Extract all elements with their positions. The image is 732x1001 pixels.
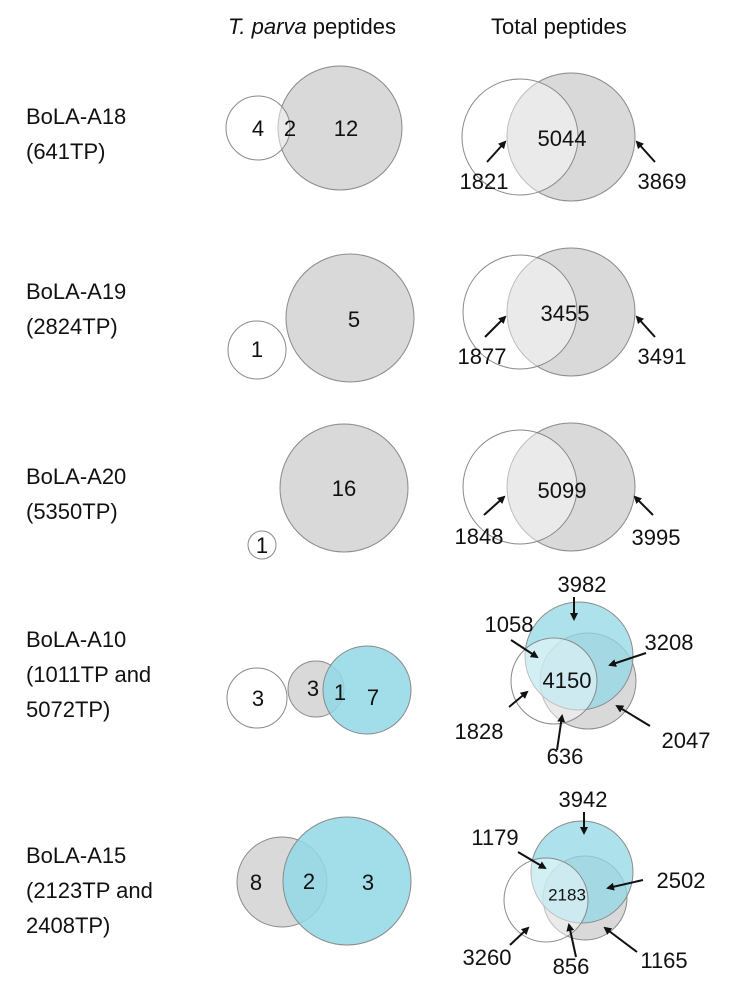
count: 2 [284, 116, 296, 141]
count: 3 [252, 686, 264, 711]
count: 3491 [638, 344, 687, 369]
venn-circle-gray [506, 247, 636, 377]
arrow [635, 315, 656, 338]
venn-circle-cyan [524, 601, 634, 711]
count: 4 [252, 116, 264, 141]
venn-circle-white [510, 637, 598, 725]
count: 2502 [657, 868, 706, 893]
arrow [608, 652, 647, 667]
header-total: Total peptides [491, 14, 627, 39]
arrow [510, 639, 539, 659]
count: 8 [250, 870, 262, 895]
venn-circle-white [227, 320, 287, 380]
arrow [556, 714, 566, 751]
row-label: BoLA-A19 [26, 279, 126, 304]
count: 3 [307, 676, 319, 701]
row-label: BoLA-A15 [26, 843, 126, 868]
row-sublabel: (5350TP) [26, 499, 118, 524]
venn-circle-gray [277, 65, 403, 191]
arrow [486, 140, 507, 163]
count: 2183 [548, 885, 586, 904]
count: 636 [547, 744, 584, 769]
venn-circle-cyan [322, 645, 412, 735]
count: 12 [334, 116, 358, 141]
row-sublabel: (2824TP) [26, 314, 118, 339]
count: 3260 [463, 945, 512, 970]
count: 1821 [460, 169, 509, 194]
venn-circle-white [503, 857, 589, 943]
venn-circle-cyan [530, 820, 634, 924]
arrow [484, 315, 507, 338]
row-label: BoLA-A20 [26, 464, 126, 489]
venn-circle-white [247, 530, 277, 560]
arrow [635, 140, 656, 163]
count: 1179 [471, 825, 518, 850]
venn-circle-white [462, 254, 578, 370]
count: 1877 [458, 344, 507, 369]
count: 5044 [538, 126, 587, 151]
row-sublabel-2: 5072TP) [26, 697, 110, 722]
row-sublabel: (641TP) [26, 139, 105, 164]
count: 1058 [485, 612, 534, 637]
venn-circle-gray [506, 72, 636, 202]
arrow [508, 690, 529, 708]
count: 3942 [559, 787, 608, 812]
count: 856 [553, 954, 590, 979]
count: 3995 [632, 525, 681, 550]
count: 1 [256, 533, 268, 558]
count: 1 [334, 680, 346, 705]
arrow [483, 495, 506, 516]
count: 1165 [640, 948, 687, 973]
row-sublabel-2: 2408TP) [26, 913, 110, 938]
venn-circle-white [226, 667, 288, 729]
venn-circle-cyan [282, 816, 412, 946]
count: 3 [362, 870, 374, 895]
count: 3455 [541, 301, 590, 326]
arrow [509, 926, 530, 946]
count: 4150 [543, 668, 592, 693]
count: 3208 [645, 630, 694, 655]
count: 2047 [662, 728, 711, 753]
row-label: BoLA-A10 [26, 627, 126, 652]
arrow [633, 495, 654, 516]
arrow [566, 923, 577, 958]
venn-circle-gray [285, 253, 415, 383]
header-tparva: T. parva peptides [228, 14, 396, 39]
count: 3982 [558, 572, 607, 597]
venn-circle-white [225, 95, 291, 161]
count: 2 [303, 869, 315, 894]
venn-circle-gray [506, 422, 636, 552]
count: 5 [348, 307, 360, 332]
count: 16 [332, 476, 356, 501]
count: 1 [251, 337, 263, 362]
venn-circle-white [462, 429, 578, 545]
count: 3869 [638, 169, 687, 194]
arrow [606, 879, 644, 891]
count: 5099 [538, 478, 587, 503]
venn-circle-gray [279, 423, 409, 553]
row-label: BoLA-A18 [26, 104, 126, 129]
venn-circle-white [461, 78, 579, 196]
arrow [517, 851, 547, 870]
row-sublabel: (1011TP and [26, 662, 151, 687]
arrow [615, 704, 651, 727]
row-sublabel: (2123TP and [26, 878, 153, 903]
count: 1848 [455, 524, 504, 549]
count: 1828 [455, 719, 504, 744]
count: 7 [367, 685, 379, 710]
arrow [603, 926, 638, 953]
